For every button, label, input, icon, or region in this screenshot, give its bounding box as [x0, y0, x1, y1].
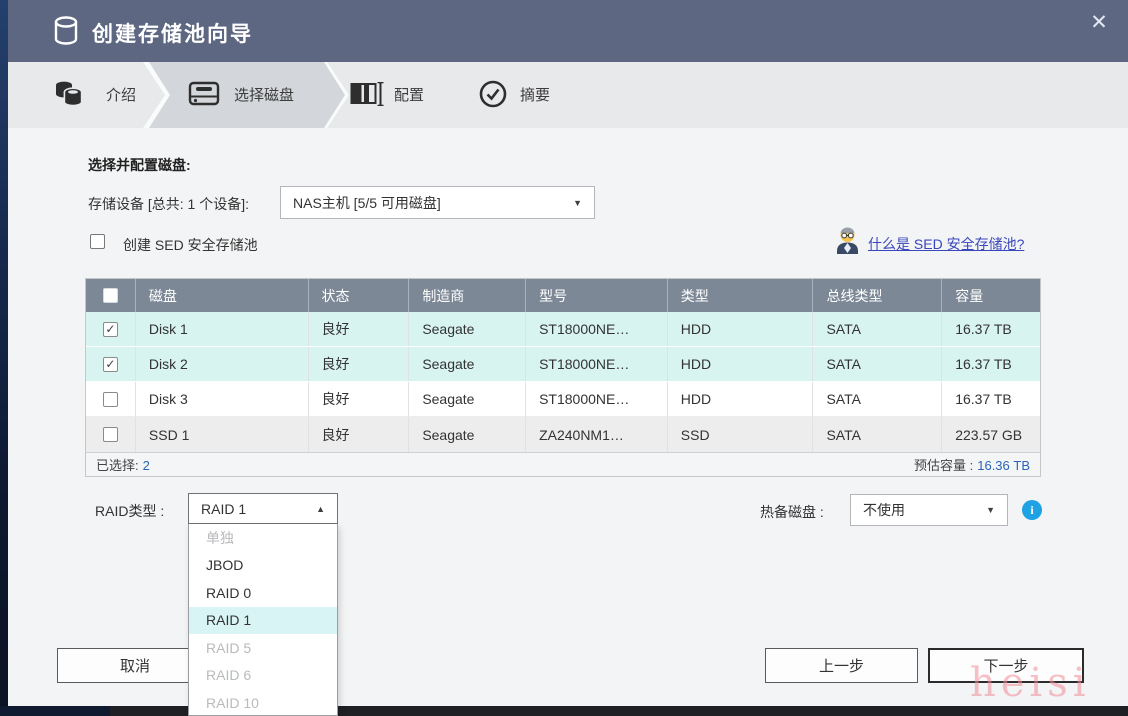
col-manufacturer: 制造商 — [408, 279, 525, 312]
raid-type-dropdown: 单独 JBOD RAID 0 RAID 1 RAID 5 RAID 6 RAID… — [188, 524, 338, 716]
hot-spare-select[interactable]: 不使用 ▼ — [850, 494, 1008, 526]
selected-count: 已选择: 2 — [96, 458, 150, 473]
check-circle-icon — [478, 79, 508, 114]
col-status: 状态 — [307, 279, 409, 312]
raid-option[interactable]: RAID 0 — [206, 584, 252, 601]
estimated-capacity-value: 16.36 TB — [977, 458, 1030, 473]
previous-button[interactable]: 上一步 — [765, 648, 918, 683]
sed-pool-checkbox[interactable] — [90, 234, 105, 249]
table-row[interactable]: ✓ Disk 2 良好 Seagate ST18000NE… HDD SATA … — [86, 347, 1040, 382]
row-checkbox[interactable] — [102, 427, 118, 442]
chevron-up-icon: ▲ — [316, 503, 325, 514]
disk-table-header: 磁盘 状态 制造商 型号 类型 总线类型 容量 — [86, 279, 1040, 312]
storage-device-value: NAS主机 [5/5 可用磁盘] — [293, 194, 441, 211]
disks-icon — [52, 77, 86, 116]
dialog-title: 创建存储池向导 — [92, 23, 253, 46]
partition-icon — [350, 81, 384, 111]
sed-help-link[interactable]: 什么是 SED 安全存储池? — [868, 236, 1025, 252]
sed-pool-checkbox-label[interactable]: 创建 SED 安全存储池 — [123, 237, 258, 253]
desktop-background-left — [0, 0, 8, 716]
raid-type-select[interactable]: RAID 1 ▲ — [188, 493, 338, 524]
col-type: 类型 — [666, 279, 813, 312]
hot-spare-label: 热备磁盘 : — [760, 504, 824, 520]
col-model: 型号 — [525, 279, 667, 312]
col-capacity: 容量 — [941, 279, 1040, 312]
info-icon[interactable]: i — [1022, 500, 1042, 520]
raid-option[interactable]: JBOD — [206, 557, 244, 574]
table-row[interactable]: ✓ Disk 1 良好 Seagate ST18000NE… HDD SATA … — [86, 312, 1040, 347]
storage-device-select[interactable]: NAS主机 [5/5 可用磁盘] ▼ — [280, 186, 595, 219]
row-checkbox[interactable]: ✓ — [102, 356, 118, 372]
next-button[interactable]: 下一步 — [928, 648, 1084, 683]
select-all-checkbox[interactable] — [102, 288, 118, 303]
row-checkbox[interactable] — [102, 391, 118, 407]
chevron-down-icon: ▼ — [986, 505, 995, 515]
raid-option: 单独 — [206, 529, 234, 546]
step-select-disks[interactable]: 选择磁盘 — [234, 87, 295, 104]
estimated-capacity: 预估容量 :16.36 TB — [914, 458, 1030, 473]
storage-device-label: 存储设备 [总共: 1 个设备]: — [88, 196, 250, 212]
desktop-background-bottom — [0, 706, 1128, 716]
raid-option: RAID 6 — [206, 667, 252, 684]
col-disk: 磁盘 — [134, 279, 308, 312]
table-row[interactable]: Disk 3 良好 Seagate ST18000NE… HDD SATA 16… — [86, 382, 1040, 417]
step-summary[interactable]: 摘要 — [520, 87, 551, 104]
active-step-chevron — [149, 62, 345, 128]
cancel-button[interactable]: 取消 — [57, 648, 213, 683]
table-footer: 已选择: 2 预估容量 :16.36 TB — [86, 452, 1040, 476]
disk-table: 磁盘 状态 制造商 型号 类型 总线类型 容量 ✓ Disk 1 良好 Seag… — [85, 278, 1041, 477]
step-configure[interactable]: 配置 — [394, 87, 425, 104]
table-row[interactable]: SSD 1 良好 Seagate ZA240NM1… SSD SATA 223.… — [86, 417, 1040, 452]
col-bus-type: 总线类型 — [812, 279, 941, 312]
raid-option: RAID 10 — [206, 694, 259, 711]
wizard-step-bar: 介绍 选择磁盘 配置 — [8, 62, 1128, 128]
hot-spare-value: 不使用 — [863, 502, 905, 518]
drive-icon — [188, 80, 220, 113]
row-checkbox[interactable]: ✓ — [102, 321, 118, 337]
dialog-titlebar: 创建存储池向导 ✕ — [8, 0, 1128, 62]
raid-option[interactable]: RAID 1 — [189, 606, 337, 634]
raid-option: RAID 5 — [206, 639, 252, 656]
raid-type-label: RAID类型 : — [95, 503, 165, 519]
section-title: 选择并配置磁盘: — [88, 157, 191, 173]
raid-type-value: RAID 1 — [201, 500, 247, 517]
chevron-down-icon: ▼ — [573, 197, 582, 208]
professor-help-icon[interactable] — [832, 226, 863, 260]
storage-cylinder-icon — [52, 15, 80, 52]
step-intro[interactable]: 介绍 — [106, 87, 137, 104]
selected-count-value: 2 — [142, 458, 150, 473]
create-storage-pool-wizard-dialog: 创建存储池向导 ✕ 介绍 选择 — [8, 0, 1128, 716]
close-icon[interactable]: ✕ — [1090, 11, 1108, 34]
